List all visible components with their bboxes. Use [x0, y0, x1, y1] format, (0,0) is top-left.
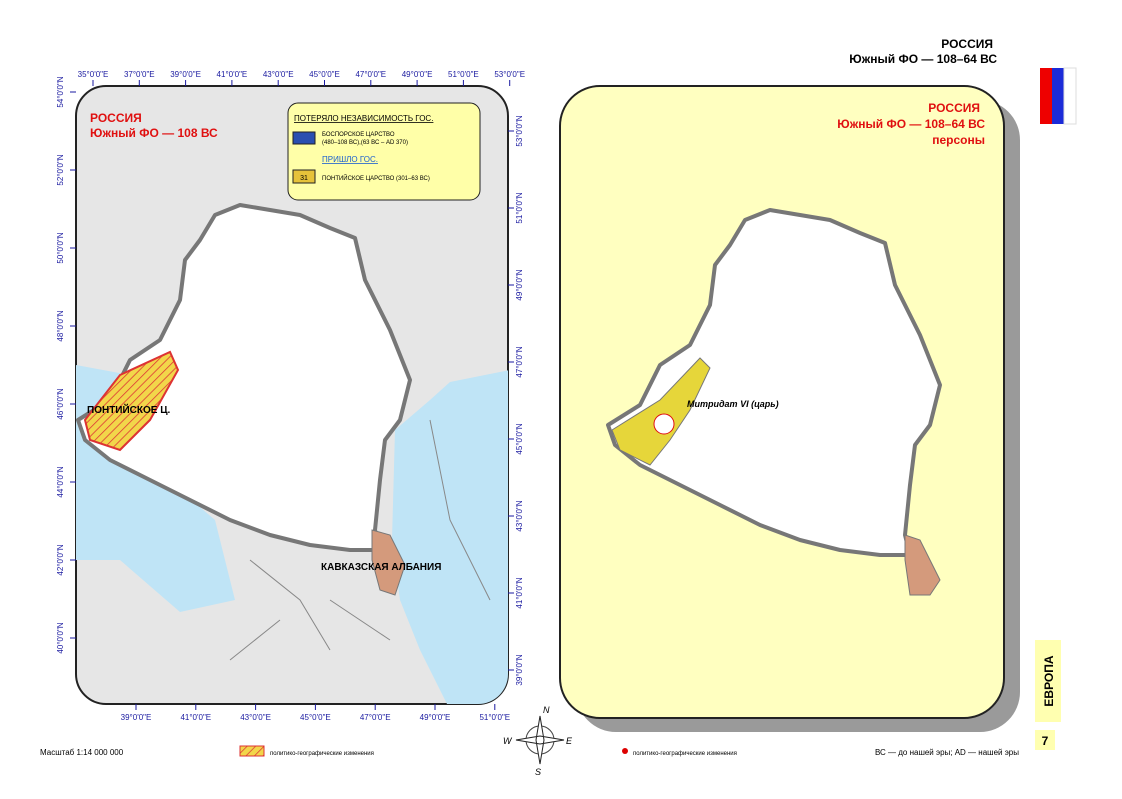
right-map-subtitle: Южный ФО — 108–64 ВС: [837, 117, 985, 131]
legend-item: БОСПОРСКОЕ ЦАРСТВО: [322, 132, 395, 138]
left-map-subtitle: Южный ФО — 108 ВС: [90, 126, 218, 140]
sea: [392, 370, 508, 704]
person-label: Митридат VI (царь): [687, 399, 779, 409]
legend-item: ПОНТИЙСКОЕ ЦАРСТВО (301–63 ВС): [322, 174, 430, 182]
scale: Масштаб 1:14 000 000: [40, 748, 124, 757]
tick-label: 35°0'0"E: [78, 70, 109, 79]
tick-label: 45°0'0"E: [300, 713, 331, 722]
legend-badge: 31: [300, 175, 308, 182]
tick-label: 41°0'0"N: [515, 577, 524, 608]
tick-label: 43°0'0"E: [263, 70, 294, 79]
compass-letter: N: [543, 705, 550, 715]
tick-label: 44°0'0"N: [56, 466, 65, 497]
tick-label: 49°0'0"E: [402, 70, 433, 79]
tick-label: 41°0'0"E: [217, 70, 248, 79]
tick-label: 52°0'0"N: [56, 154, 65, 185]
person-icon: [653, 413, 675, 435]
region-label: КАВКАЗСКАЯ АЛБАНИЯ: [321, 562, 441, 573]
region-label: ПОНТИЙСКОЕ Ц.: [87, 403, 171, 416]
header-title: РОССИЯ: [941, 37, 993, 51]
pontic-area: [83, 350, 180, 452]
tick-label: 49°0'0"N: [515, 269, 524, 300]
tick-label: 47°0'0"E: [360, 713, 391, 722]
era-note: ВС — до нашей эры; AD — нашей эры: [875, 748, 1019, 757]
albania-area: [904, 534, 941, 596]
borders: [229, 419, 491, 661]
tick-label: 41°0'0"E: [180, 713, 211, 722]
tick-label: 43°0'0"N: [515, 500, 524, 531]
tick-label: 50°0'0"N: [56, 232, 65, 263]
tick-label: 43°0'0"E: [240, 713, 271, 722]
tick-label: 51°0'0"E: [479, 713, 510, 722]
left-map-title: РОССИЯ: [90, 111, 142, 125]
tick-label: 49°0'0"E: [420, 713, 451, 722]
coordinate-ticks: 35°0'0"E 37°0'0"E 39°0'0"E 41°0'0"E 43°0'0"E…: [56, 70, 525, 722]
tick-label: 53°0'0"E: [494, 70, 525, 79]
tick-label: 47°0'0"N: [515, 346, 524, 377]
legend-swatch: [622, 748, 628, 754]
tick-label: 40°0'0"N: [56, 622, 65, 653]
footer-legend: политико-географические изменения: [270, 751, 374, 757]
tick-label: 42°0'0"N: [56, 544, 65, 575]
tick-label: 48°0'0"N: [56, 310, 65, 341]
tick-label: 39°0'0"N: [515, 654, 524, 685]
compass-letter: E: [566, 736, 573, 746]
page-box: [1035, 730, 1055, 750]
right-map-note: персоны: [932, 133, 985, 147]
left-map: [76, 203, 508, 704]
right-map-title: РОССИЯ: [928, 101, 980, 115]
page-number: 7: [1042, 734, 1049, 748]
footer-legend: политико-географические изменения: [633, 751, 737, 757]
pontic-area: [611, 357, 711, 466]
header-subtitle: Южный ФО — 108–64 ВС: [849, 52, 997, 66]
legend: ПОТЕРЯЛО НЕЗАВИСИМОСТЬ ГОС. БОСПОРСКОЕ Ц…: [287, 102, 481, 201]
tick-label: 39°0'0"E: [121, 713, 152, 722]
compass-letter: W: [503, 736, 513, 746]
legend-heading: ПОТЕРЯЛО НЕЗАВИСИМОСТЬ ГОС.: [294, 114, 433, 123]
tick-label: 39°0'0"E: [170, 70, 201, 79]
tick-label: 45°0'0"N: [515, 423, 524, 454]
albania-area: [371, 529, 406, 596]
tick-label: 53°0'0"N: [515, 115, 524, 146]
tick-label: 37°0'0"E: [124, 70, 155, 79]
legend-swatch: [239, 745, 265, 757]
flag: [1040, 67, 1077, 125]
tick-label: 51°0'0"E: [448, 70, 479, 79]
side-tab: [1035, 640, 1061, 722]
tick-label: 51°0'0"N: [515, 192, 524, 223]
tick-label: 46°0'0"N: [56, 388, 65, 419]
tick-label: 47°0'0"E: [355, 70, 386, 79]
legend-item: (480–108 ВС),(63 ВС – AD 370): [322, 140, 408, 146]
tick-label: 45°0'0"E: [309, 70, 340, 79]
side-tab-label: ЕВРОПА: [1042, 655, 1056, 706]
legend-heading: ПРИШЛО ГОС.: [322, 155, 378, 164]
tick-label: 54°0'0"N: [56, 76, 65, 107]
compass: N W E S: [503, 705, 573, 777]
compass-letter: S: [535, 767, 541, 777]
